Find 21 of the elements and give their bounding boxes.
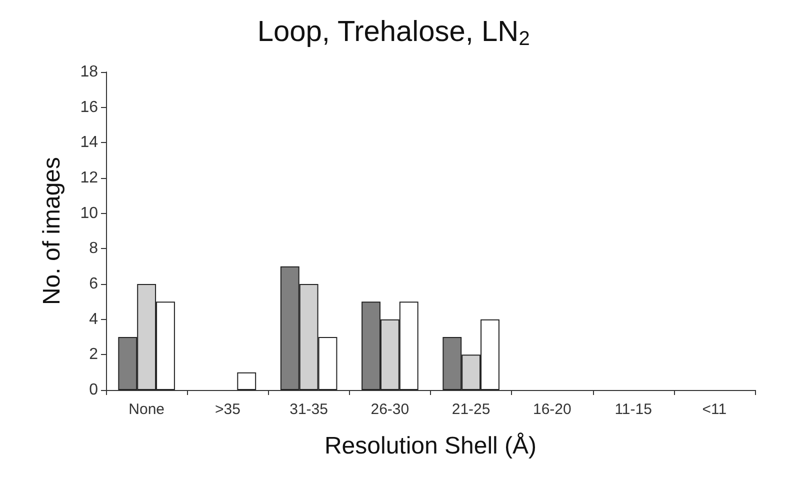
y-tick-label: 8: [89, 240, 98, 258]
x-tick-label: None: [128, 401, 164, 418]
y-axis-title: No. of images: [38, 156, 66, 306]
x-tick-label: >35: [214, 401, 240, 418]
x-tick-label: 16-20: [533, 401, 572, 418]
y-tick-label: 16: [80, 98, 98, 116]
x-tick-label: 26-30: [370, 401, 410, 418]
x-tick-label: 11-15: [614, 401, 652, 418]
y-tick-label: 14: [80, 134, 98, 152]
bar: [237, 372, 256, 390]
y-tick-label: 10: [80, 204, 98, 222]
x-tick-label: <11: [702, 401, 727, 418]
y-tick-label: 12: [80, 170, 98, 186]
x-tick-label: 21-25: [452, 401, 490, 418]
x-axis-title: Resolution Shell (Å): [324, 432, 537, 460]
x-tick-label: 31-35: [290, 401, 328, 418]
y-tick-label: 0: [89, 382, 98, 398]
y-tick-label: 2: [89, 346, 98, 364]
y-tick-label: 18: [80, 64, 98, 80]
y-tick-label: 6: [89, 276, 98, 292]
y-tick-label: 4: [89, 310, 98, 328]
